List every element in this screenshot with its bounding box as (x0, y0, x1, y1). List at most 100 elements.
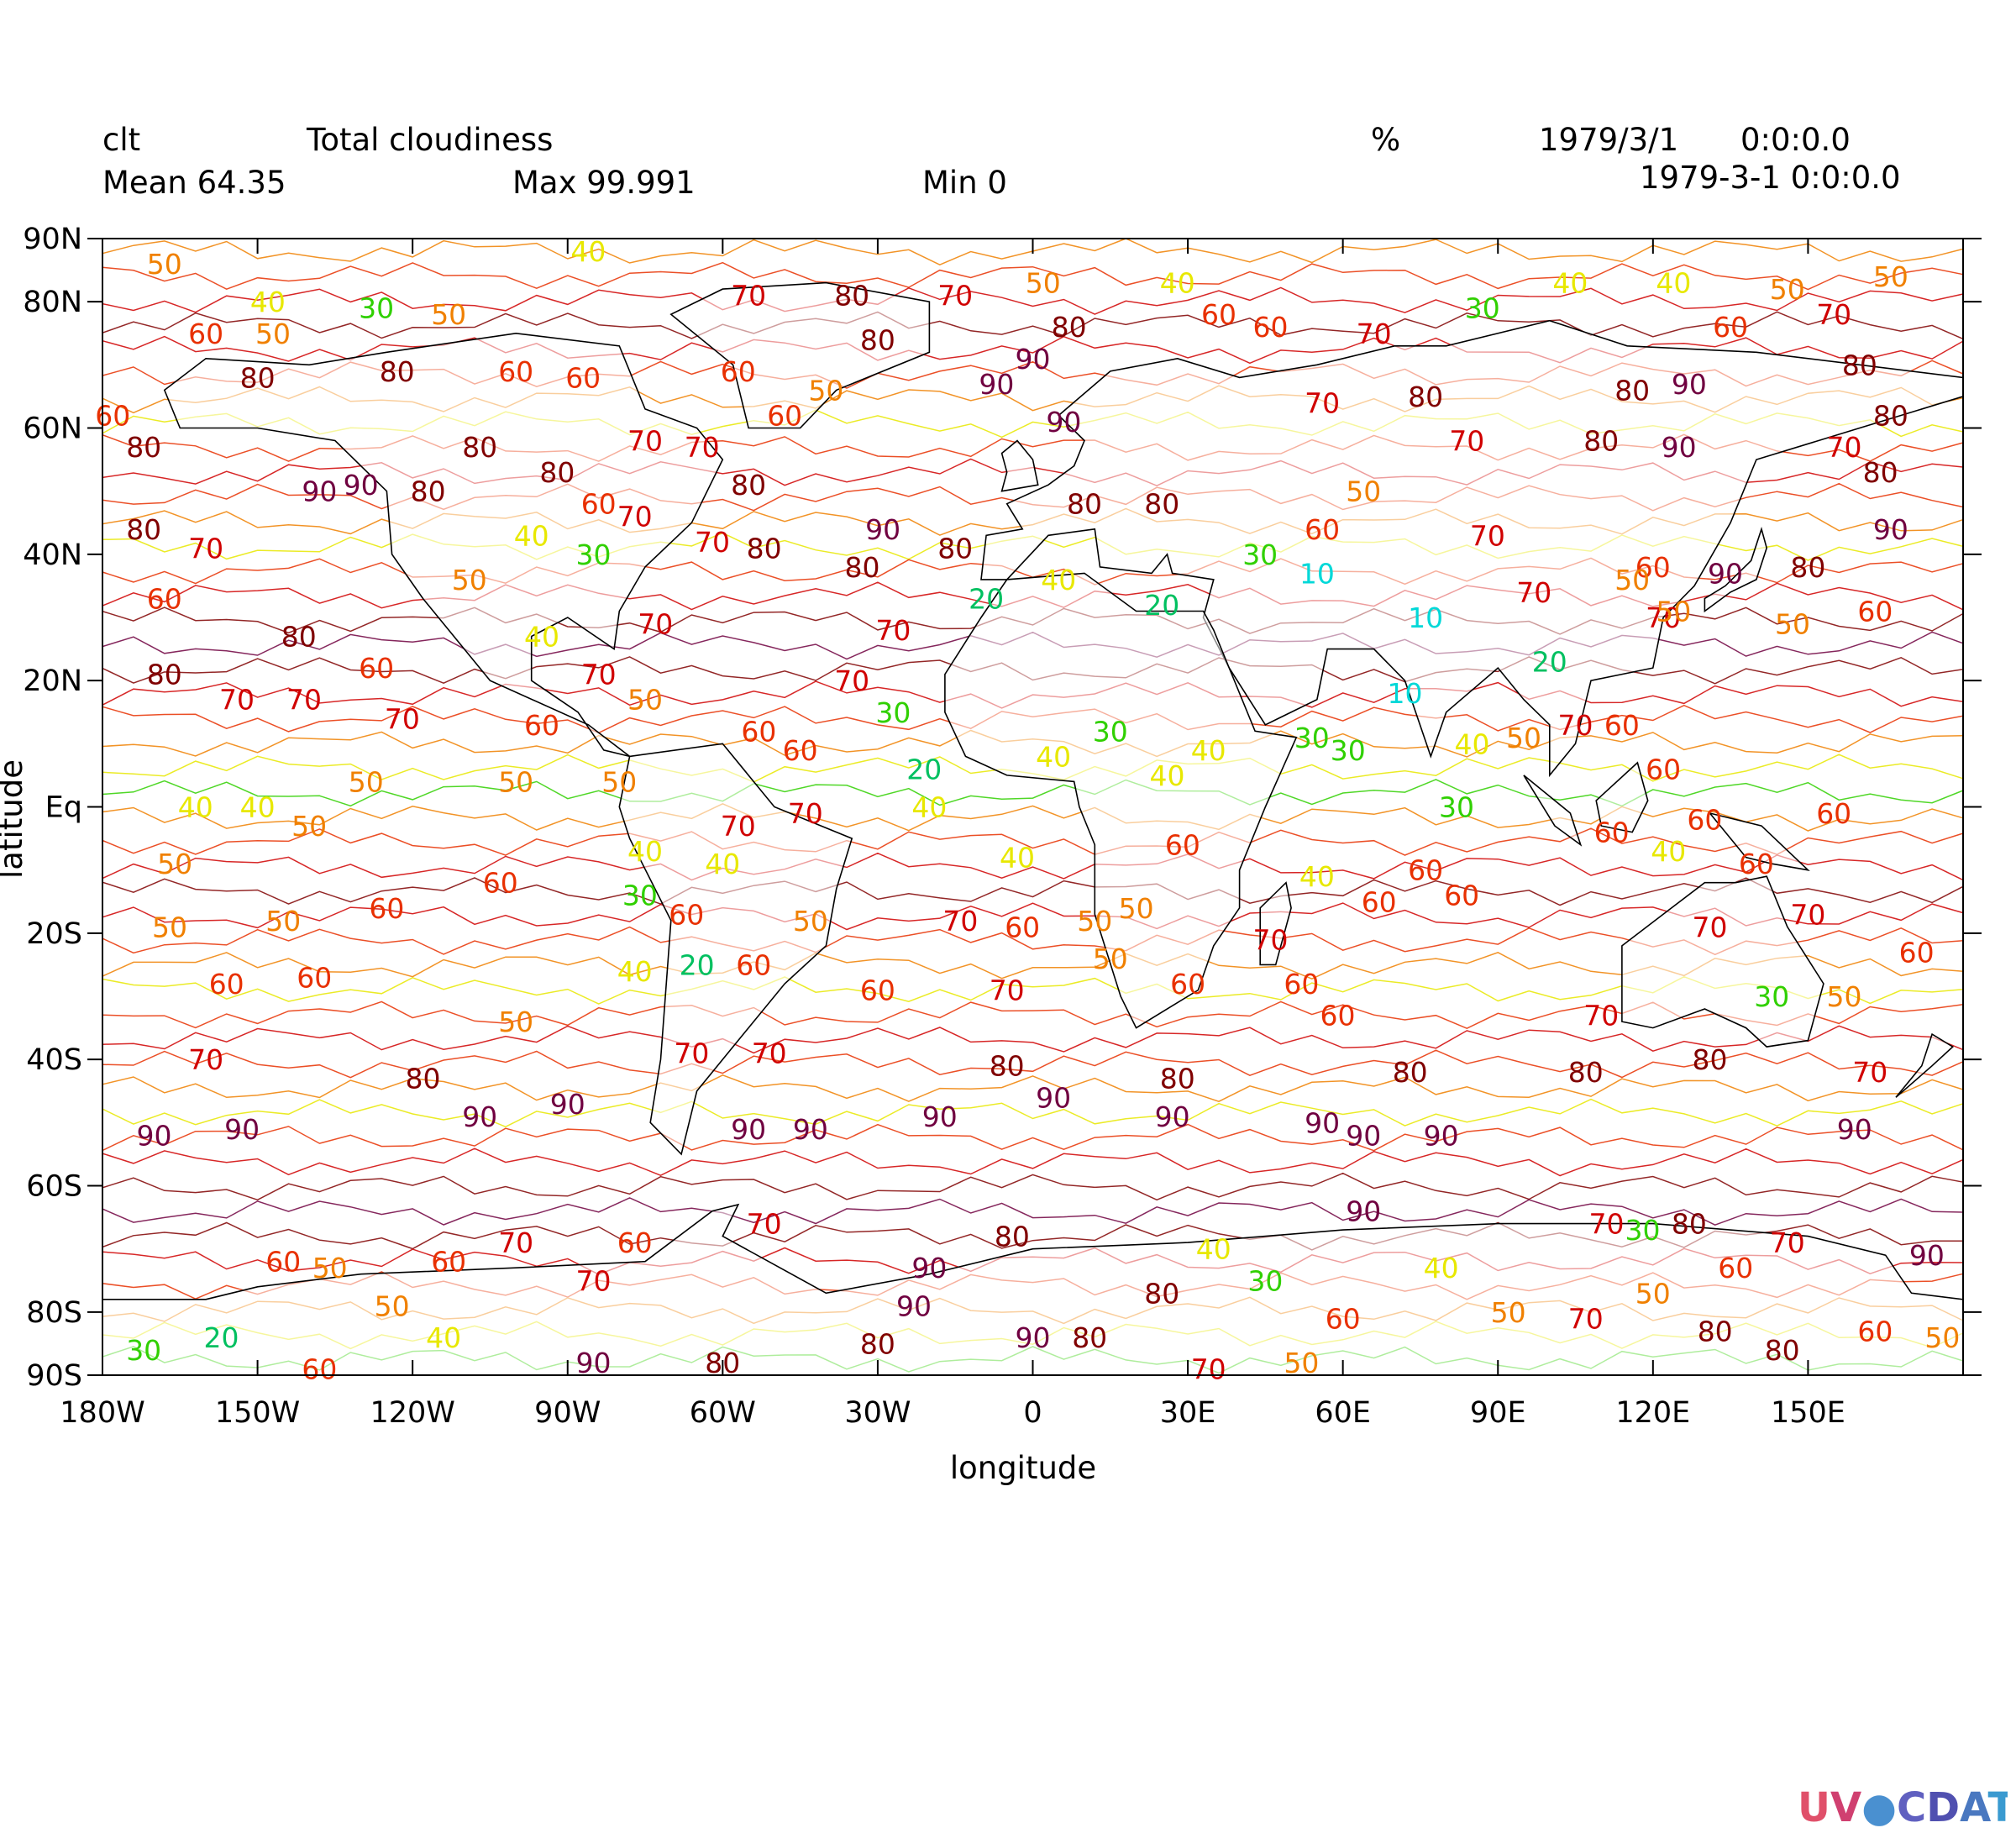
x-tick-label: 60E (1315, 1396, 1371, 1430)
contour-label: 80 (747, 532, 782, 565)
x-tick-label: 120E (1615, 1396, 1690, 1430)
contour-label: 40 (1424, 1252, 1459, 1284)
contour-label: 90 (1708, 557, 1743, 590)
contour-label: 60 (1305, 513, 1340, 546)
contour-label: 70 (1589, 1208, 1625, 1241)
contour-label: 70 (627, 425, 663, 458)
y-tick-label: 40S (26, 1043, 82, 1077)
coastline-africa (944, 572, 1298, 1029)
contour-label: 80 (937, 532, 973, 565)
contour-label: 70 (721, 810, 756, 843)
contour-label: 70 (498, 1226, 533, 1259)
contour-label: 50 (601, 765, 637, 798)
contour-label: 50 (1093, 943, 1128, 975)
coastline-greenland (669, 281, 931, 429)
contour-label: 40 (617, 955, 653, 988)
contour-label: 40 (570, 235, 606, 268)
contour-label: 70 (695, 526, 730, 559)
contour-label: 30 (126, 1334, 161, 1367)
contour-label: 50 (291, 810, 327, 843)
contour-label: 90 (550, 1088, 585, 1121)
contour-label: 90 (1305, 1106, 1340, 1139)
contour-label: 20 (1144, 589, 1179, 622)
contour-label: 60 (1718, 1252, 1753, 1284)
contour-label: 90 (462, 1100, 497, 1133)
contour-label: 60 (359, 652, 394, 685)
contour-label: 70 (1852, 1056, 1887, 1089)
contour-label: 80 (834, 280, 869, 313)
contour-label: 90 (922, 1100, 958, 1133)
contour-label: 50 (157, 848, 192, 880)
contour-label: 80 (1672, 1208, 1707, 1241)
contour-label: 20 (680, 948, 715, 981)
contour-label: 50 (1491, 1296, 1526, 1329)
variable-name: clt (102, 122, 141, 158)
contour-label: 70 (747, 1208, 782, 1241)
x-tick-label: 150W (215, 1396, 300, 1430)
contour-label: 60 (669, 898, 704, 931)
contour-label: 70 (1470, 519, 1505, 552)
y-tick-label: Eq (45, 791, 82, 825)
contour-label: 70 (788, 797, 823, 830)
contour-label: 70 (674, 1037, 709, 1070)
contour-label: 50 (431, 298, 466, 331)
contour-label: 70 (1558, 709, 1593, 742)
contour-label: 80 (860, 1327, 895, 1360)
contour-label: 50 (793, 905, 828, 938)
contour-line (102, 877, 1964, 906)
y-tick-label: 40N (23, 538, 82, 572)
y-tick-label: 80S (26, 1296, 82, 1330)
contour-line (102, 1098, 1964, 1128)
contour-label: 60 (1635, 551, 1671, 584)
contour-label: 90 (793, 1113, 828, 1146)
contour-label: 90 (1036, 1081, 1071, 1114)
contour-label: 80 (1765, 1334, 1800, 1367)
coastline-new-zealand (1895, 1032, 1955, 1098)
contour-label: 70 (1646, 601, 1681, 634)
contour-label: 60 (1739, 848, 1774, 880)
contour-label: 80 (147, 659, 182, 691)
contour-label: 90 (1346, 1195, 1381, 1228)
contour-label: 70 (581, 659, 617, 691)
contour-label: 50 (452, 564, 487, 596)
contour-label: 30 (1247, 1264, 1283, 1297)
contour-label: 70 (219, 684, 255, 717)
x-tick-label: 30W (844, 1396, 911, 1430)
contour-label: 60 (1646, 753, 1681, 785)
contour-label: 30 (1754, 980, 1789, 1013)
contour-label: 70 (1253, 923, 1289, 956)
contour-label: 80 (731, 469, 766, 502)
coastline-japan (1704, 527, 1768, 613)
contour-label: 30 (1625, 1214, 1661, 1247)
contour-label: 30 (576, 538, 612, 571)
contour-label: 50 (375, 1289, 410, 1322)
contour-label: 40 (1160, 267, 1195, 300)
contour-label: 20 (906, 753, 942, 785)
contour-label: 30 (1331, 734, 1366, 767)
contour-label: 60 (767, 400, 802, 433)
contour-label: 60 (209, 968, 244, 1001)
contour-label: 90 (1046, 406, 1081, 439)
contour-label: 40 (524, 621, 559, 654)
coastline-uk (1000, 439, 1039, 492)
contour-label: 90 (1662, 431, 1697, 464)
contour-label: 70 (752, 1037, 787, 1070)
contour-label: 80 (1790, 551, 1825, 584)
contour-label: 80 (126, 431, 161, 464)
contour-label: 20 (969, 583, 1004, 616)
contour-label: 50 (349, 765, 384, 798)
contour-label: 50 (152, 911, 187, 943)
contour-label: 90 (1016, 1321, 1051, 1354)
contour-label: 60 (1594, 817, 1630, 849)
contour-label: 60 (1604, 709, 1640, 742)
coastline-new-guinea (1708, 811, 1810, 871)
y-tick-label: 80N (23, 286, 82, 319)
contour-label: 30 (1242, 538, 1278, 571)
contour-label: 80 (1144, 1277, 1179, 1310)
contour-label: 40 (1656, 267, 1691, 300)
contour-label: 50 (627, 684, 663, 717)
contour-label: 90 (979, 368, 1014, 401)
time-label: 0:0:0.0 (1740, 122, 1851, 158)
contour-label: 60 (1857, 1315, 1893, 1347)
contour-label: 60 (1362, 885, 1397, 918)
